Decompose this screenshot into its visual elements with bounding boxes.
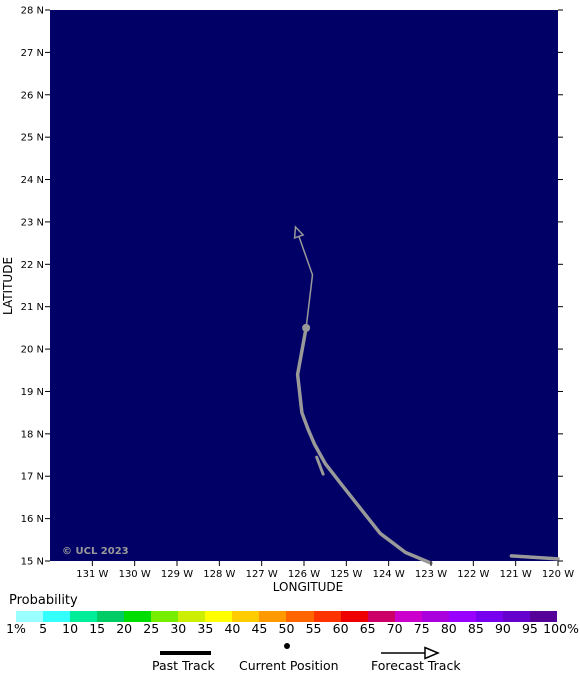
- probability-swatch: [232, 611, 260, 622]
- past-track-east-line: [509, 554, 560, 561]
- probability-swatch: [16, 611, 44, 622]
- current-position-dot: [302, 323, 311, 332]
- probability-swatch: [502, 611, 530, 622]
- probability-label: 65: [359, 621, 376, 636]
- probability-label: 90: [494, 621, 511, 636]
- lon-tick-label: 128 W: [203, 569, 235, 580]
- lat-tick-label: 22 N: [21, 260, 44, 271]
- lat-tick-label: 23 N: [21, 217, 44, 228]
- probability-labels: 1% 5 10 15 20 25 30 35 40 45 50 55 60 65 70 75 80 85 90 95 1…: [0, 621, 580, 637]
- probability-swatch: [70, 611, 98, 622]
- probability-swatch: [313, 611, 341, 622]
- lat-tick-label: 20 N: [21, 345, 44, 356]
- probability-label: 1%: [6, 621, 26, 636]
- probability-label: 55: [305, 621, 322, 636]
- probability-label: 85: [467, 621, 484, 636]
- probability-label: 45: [251, 621, 268, 636]
- lon-tick-label: 125 W: [330, 569, 362, 580]
- probability-label: 75: [413, 621, 430, 636]
- probability-swatch: [475, 611, 503, 622]
- probability-swatch: [205, 611, 233, 622]
- past-track-segment: [315, 455, 325, 476]
- probability-swatch: [178, 611, 206, 622]
- probability-label: 60: [332, 621, 349, 636]
- lon-tick-label: 121 W: [500, 569, 532, 580]
- lat-tick-label: 24 N: [21, 175, 44, 186]
- probability-label: 40: [224, 621, 241, 636]
- lat-tick-label: 26 N: [21, 90, 44, 101]
- lat-tick-label: 17 N: [21, 472, 44, 483]
- forecast-arrow-head: [293, 225, 305, 239]
- lon-tick-label: 124 W: [373, 569, 405, 580]
- forecast-track-key-arrow: [424, 646, 440, 660]
- lat-tick-label: 27 N: [21, 48, 44, 59]
- lon-tick-label: 122 W: [457, 569, 489, 580]
- current-position-label: Current Position: [239, 658, 339, 673]
- lat-tick-label: 21 N: [21, 302, 44, 313]
- probability-label: 5: [39, 621, 48, 636]
- lon-tick-label: 123 W: [415, 569, 447, 580]
- current-position-key-dot: [284, 643, 290, 649]
- track-layer: [293, 225, 560, 565]
- probability-label: 95: [521, 621, 538, 636]
- probability-label: 25: [143, 621, 160, 636]
- probability-swatch: [367, 611, 395, 622]
- probability-swatch: [340, 611, 368, 622]
- probability-swatch: [151, 611, 179, 622]
- probability-swatch: [43, 611, 71, 622]
- probability-label: 100%: [543, 621, 579, 636]
- probability-label: 15: [89, 621, 106, 636]
- lat-tick-label: 15 N: [21, 557, 44, 568]
- past-track-line: [295, 326, 433, 565]
- past-track-label: Past Track: [152, 658, 215, 673]
- probability-swatch: [286, 611, 314, 622]
- probability-swatch: [421, 611, 449, 622]
- probability-label: 50: [278, 621, 295, 636]
- probability-label: 20: [116, 621, 133, 636]
- lon-tick-label: 126 W: [288, 569, 320, 580]
- probability-color-bar: [16, 611, 557, 622]
- lat-tick-label: 18 N: [21, 429, 44, 440]
- legend-title: Probability: [9, 593, 78, 608]
- probability-label: 70: [386, 621, 403, 636]
- lon-tick-label: 131 W: [76, 569, 108, 580]
- lon-tick-label: 120 W: [542, 569, 574, 580]
- lat-tick-label: 16 N: [21, 514, 44, 525]
- axis-ticks: 15 N 16 N 17 N 18 N 19 N 20 N 21 N 22 N 23 N 24 N…: [21, 6, 575, 581]
- probability-swatch: [529, 611, 557, 622]
- probability-swatch: [97, 611, 125, 622]
- y-axis-title: LATITUDE: [1, 257, 15, 315]
- forecast-track-label: Forecast Track: [371, 658, 461, 673]
- probability-label: 35: [197, 621, 214, 636]
- map-background: [50, 10, 558, 561]
- probability-label: 10: [62, 621, 79, 636]
- lon-tick-label: 129 W: [161, 569, 193, 580]
- forecast-track-line: [298, 236, 314, 328]
- lon-tick-label: 130 W: [119, 569, 151, 580]
- lon-tick-label: 127 W: [246, 569, 278, 580]
- lat-tick-label: 28 N: [21, 6, 44, 17]
- lat-tick-label: 19 N: [21, 387, 44, 398]
- lat-tick-label: 25 N: [21, 133, 44, 144]
- probability-swatch: [259, 611, 287, 622]
- probability-label: 30: [170, 621, 187, 636]
- probability-swatch: [448, 611, 476, 622]
- probability-swatch: [394, 611, 422, 622]
- probability-label: 80: [440, 621, 457, 636]
- probability-swatch: [124, 611, 152, 622]
- copyright-text: © UCL 2023: [62, 546, 129, 557]
- x-axis-title: LONGITUDE: [273, 580, 343, 594]
